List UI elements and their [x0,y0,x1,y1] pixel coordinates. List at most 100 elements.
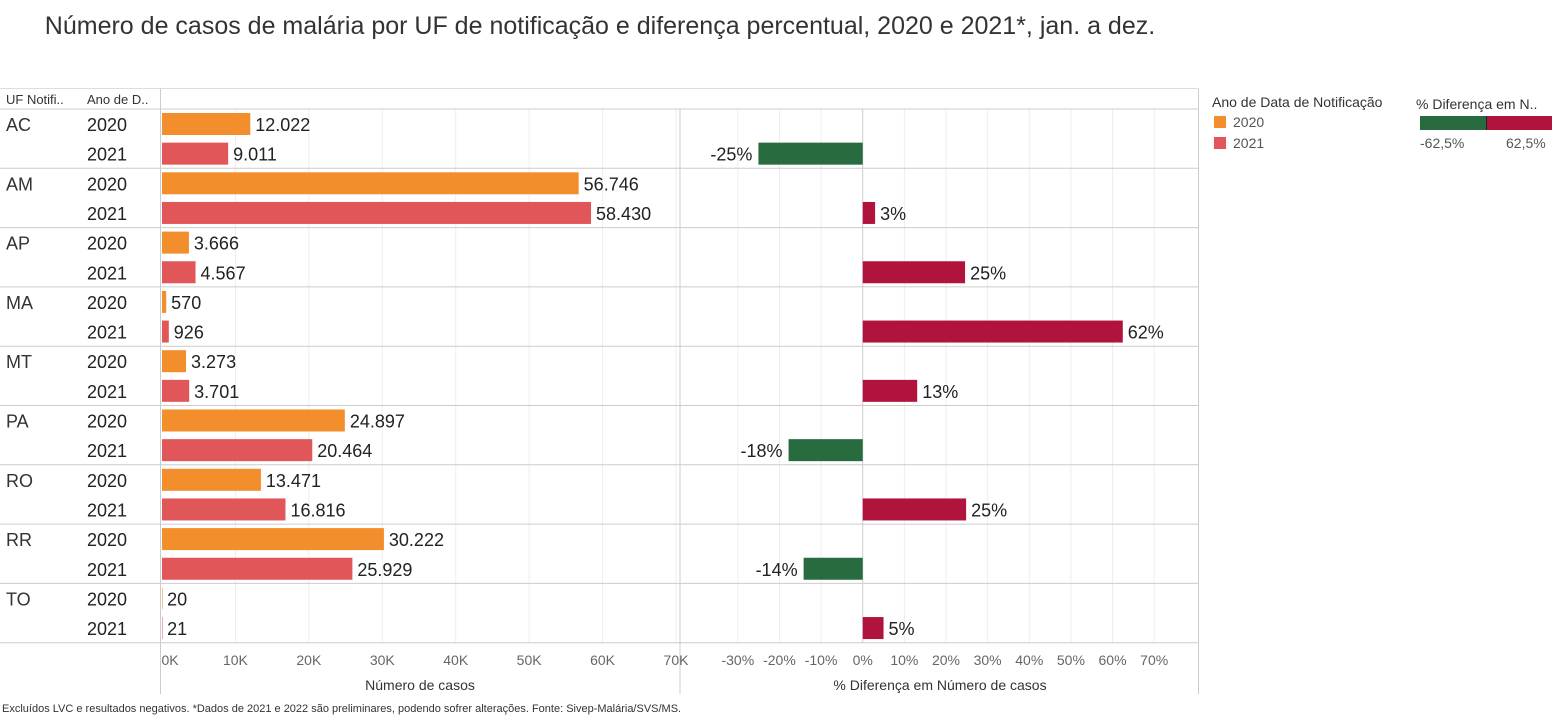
chart-title: Número de casos de malária por UF de not… [44,12,1156,40]
color-legend-bar [1420,116,1552,130]
data-label-cases: 20.464 [317,441,372,461]
tick-label-cases: 10K [223,652,249,668]
data-label-diff: 25% [970,263,1006,283]
data-label-diff: 25% [971,500,1007,520]
data-label-cases: 58.430 [596,204,651,224]
bar-cases-AP-2021 [162,261,196,284]
data-label-cases: 926 [174,323,204,343]
year-label: 2020 [87,471,127,491]
year-label: 2021 [87,441,127,461]
data-label-cases: 25.929 [357,560,412,580]
legend-swatch-2021 [1214,137,1226,149]
year-label: 2021 [87,204,127,224]
uf-label: TO [6,589,31,609]
color-legend-positive [1485,116,1552,130]
bar-cases-MA-2020 [162,290,167,313]
year-label: 2021 [87,500,127,520]
bar-cases-RO-2020 [162,468,261,491]
year-label: 2020 [87,589,127,609]
data-label-cases: 20 [167,589,187,609]
data-label-cases: 13.471 [266,471,321,491]
data-label-cases: 24.897 [350,412,405,432]
bar-diff-AP [862,261,966,284]
bar-cases-AM-2020 [162,172,579,195]
color-legend-negative [1420,116,1486,130]
tick-label-cases: 50K [517,652,543,668]
year-label: 2020 [87,293,127,313]
bar-cases-TO-2020 [162,587,163,610]
year-label: 2021 [87,560,127,580]
x-axis-label-cases: Número de casos [365,677,475,693]
tick-label-diff: 30% [974,652,1002,668]
bar-cases-MT-2021 [162,379,190,402]
year-label: 2021 [87,145,127,165]
tick-label-diff: 0% [853,652,873,668]
tick-label-diff: -30% [721,652,754,668]
tick-label-diff: 20% [932,652,960,668]
data-label-diff: -25% [710,145,752,165]
footnote: Excluídos LVC e resultados negativos. *D… [2,703,682,715]
bar-cases-AM-2021 [162,201,592,224]
tick-label-diff: 40% [1015,652,1043,668]
bar-diff-RO [862,498,967,521]
bar-cases-PA-2021 [162,439,313,462]
header-uf: UF Notifi.. [6,92,64,107]
data-label-cases: 3.666 [194,234,239,254]
tick-label-diff: -20% [763,652,796,668]
year-label: 2021 [87,619,127,639]
bar-diff-TO [862,617,884,640]
bar-diff-MA [862,320,1123,343]
bar-diff-AC [758,142,863,165]
data-label-cases: 9.011 [233,145,277,165]
tick-label-cases: 0K [162,652,180,668]
bar-cases-RR-2020 [162,528,384,551]
data-label-diff: -18% [741,441,783,461]
bar-cases-AC-2021 [162,142,229,165]
bar-cases-MT-2020 [162,350,187,373]
bar-cases-AP-2020 [162,231,189,254]
tick-label-cases: 40K [443,652,469,668]
bar-cases-PA-2020 [162,409,345,432]
legend-item-2021[interactable]: 2021 [1214,135,1264,151]
uf-label: AP [6,234,30,254]
data-label-diff: -14% [756,560,798,580]
data-label-diff: 3% [880,204,906,224]
year-label: 2020 [87,234,127,254]
tick-label-diff: 50% [1057,652,1085,668]
bar-diff-RR [803,557,863,580]
tick-label-cases: 70K [664,652,690,668]
bar-cases-RR-2021 [162,557,353,580]
color-legend-title: % Diferença em N.. [1416,96,1538,112]
year-label: 2021 [87,323,127,343]
uf-label: RO [6,471,33,491]
legend-swatch-2020 [1214,116,1226,128]
data-label-diff: 13% [922,382,958,402]
x-axis-label-diff: % Diferença em Número de casos [833,677,1046,693]
data-label-cases: 570 [171,293,201,313]
uf-label: MT [6,352,32,372]
chart-area: 0K 10K 20K 30K 40K 50K 60K 70K -30% -20% -10% 0% 10%… [0,88,1199,694]
uf-label: RR [6,530,32,550]
uf-label: AM [6,174,33,194]
data-label-cases: 4.567 [201,263,246,283]
data-label-cases: 12.022 [255,115,310,135]
tick-label-diff: 60% [1099,652,1127,668]
color-legend-min: -62,5% [1420,135,1465,151]
tick-label-diff: -10% [805,652,838,668]
bar-cases-AC-2020 [162,113,251,135]
bar-diff-AM [862,201,876,224]
legend-item-2020[interactable]: 2020 [1214,114,1264,130]
tick-label-cases: 20K [296,652,322,668]
bar-diff-PA [788,439,863,462]
header-ano: Ano de D.. [87,92,148,107]
year-label: 2020 [87,352,127,372]
color-legend-max: 62,5% [1506,135,1546,151]
tick-label-cases: 60K [590,652,616,668]
legend-label-2021: 2021 [1233,135,1265,151]
bar-diff-MT [862,379,918,402]
bar-cases-TO-2021 [162,617,163,640]
data-label-cases: 21 [167,619,187,639]
year-label: 2020 [87,412,127,432]
data-label-diff: 62% [1128,323,1164,343]
legend-title: Ano de Data de Notificação [1212,94,1383,110]
